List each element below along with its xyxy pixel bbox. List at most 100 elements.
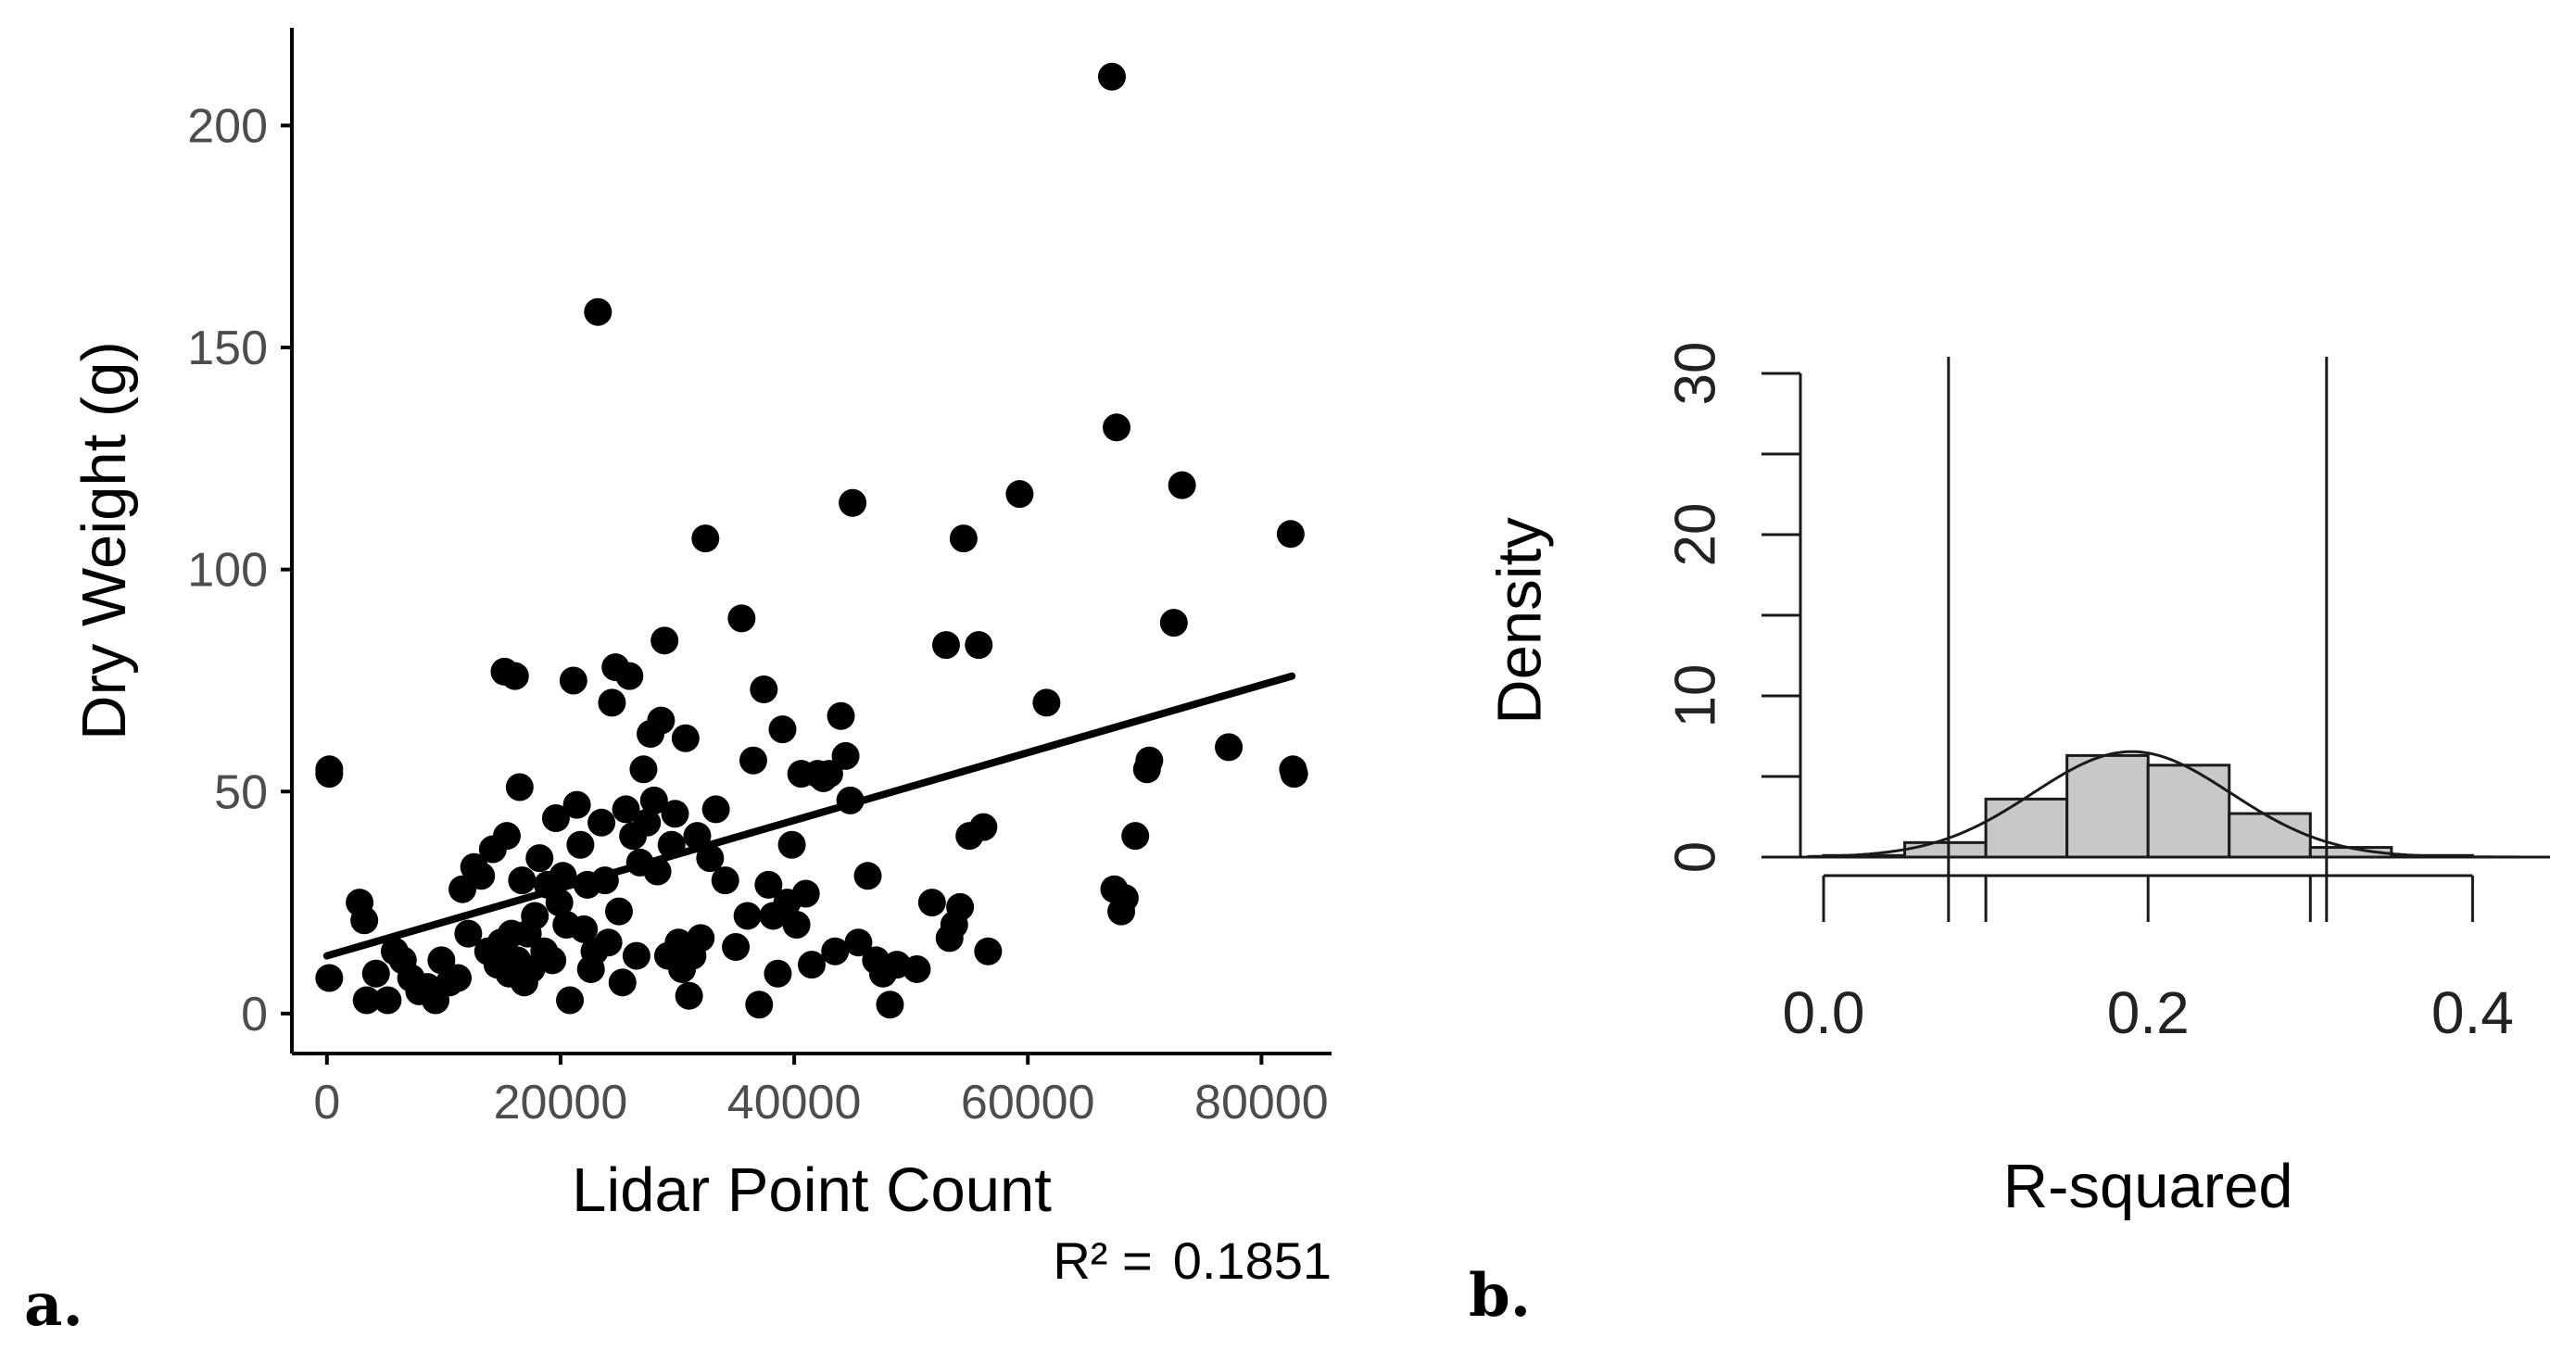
- scatter-point: [562, 790, 591, 819]
- scatter-point: [604, 897, 633, 926]
- scatter-point: [876, 991, 904, 1019]
- scatter-point: [454, 919, 483, 948]
- scatter-point: [750, 675, 778, 704]
- scatter-point: [570, 915, 599, 943]
- scatter-point: [739, 746, 767, 775]
- x-tick-label: 0.2: [2107, 979, 2190, 1046]
- scatter-point: [545, 889, 574, 917]
- histogram-bar: [2228, 812, 2312, 859]
- scatter-point: [727, 604, 756, 633]
- scatter-point: [1103, 413, 1131, 442]
- scatter-point: [974, 937, 1003, 965]
- scatter-point: [839, 488, 867, 517]
- x-axis-ticks: 0.0 0.2 0.4: [1783, 876, 2514, 1046]
- scatter-point: [587, 808, 616, 837]
- scatter-point: [722, 932, 751, 961]
- scatter-point: [352, 986, 381, 1015]
- scatter-point: [594, 928, 623, 957]
- scatter-point: [675, 981, 703, 1010]
- x-tick-label: 0.4: [2431, 979, 2514, 1046]
- scatter-point: [1168, 471, 1196, 499]
- scatter-point: [821, 937, 850, 965]
- scatter-point: [633, 808, 662, 837]
- panel-label-b: b.: [1469, 1261, 1531, 1331]
- x-tick-label: 60000: [961, 1076, 1095, 1130]
- scatter-point: [754, 870, 783, 899]
- scatter-point: [969, 813, 998, 841]
- histogram-bars: [1822, 753, 2474, 859]
- r-squared-annotation: R² = 0.1851: [1053, 1231, 1332, 1290]
- scatter-point: [965, 631, 993, 660]
- scatter-point: [661, 800, 689, 828]
- scatter-point: [615, 662, 644, 690]
- scatter-point: [1110, 884, 1139, 913]
- scatter-point: [1121, 822, 1150, 851]
- x-axis-label: R-squared: [2003, 1152, 2293, 1221]
- scatter-point: [696, 844, 725, 873]
- scatter-point: [1159, 609, 1188, 637]
- scatter-point: [1032, 688, 1061, 717]
- scatter-point: [505, 773, 534, 801]
- y-tick-label: 150: [187, 322, 268, 375]
- y-axis-label: Density: [1485, 517, 1555, 725]
- histogram-bar: [2146, 764, 2231, 859]
- scatter-point: [844, 928, 873, 957]
- scatter-point: [538, 946, 567, 975]
- scatter-point: [647, 706, 676, 735]
- y-tick-label: 0: [241, 988, 268, 1041]
- scatter-point: [584, 297, 612, 326]
- histogram-bar: [1984, 797, 2069, 859]
- y-tick-label: 0: [1664, 841, 1728, 873]
- scatter-point: [500, 662, 529, 690]
- scatter-point: [361, 959, 390, 988]
- scatter-point: [315, 760, 344, 789]
- y-tick-label: 100: [187, 544, 268, 598]
- scatter-point: [1215, 733, 1244, 762]
- panel-label-a: a.: [24, 1270, 83, 1340]
- scatter-point: [687, 924, 715, 953]
- scatter-point: [1097, 62, 1126, 91]
- scatter-point: [745, 991, 774, 1019]
- scatter-point: [764, 959, 792, 988]
- panel-b-histogram: 0 10 20 30 0.0 0.2 0.4 R-squared Density b.: [1469, 342, 2550, 1331]
- y-axis-ticks: 0 50 100 150 200: [187, 99, 292, 1041]
- scatter-point: [949, 524, 978, 553]
- scatter-point: [525, 844, 554, 873]
- scatter-point: [556, 986, 585, 1015]
- scatter-point: [566, 830, 595, 859]
- scatter-point: [521, 902, 549, 930]
- y-tick-label: 10: [1664, 664, 1728, 728]
- scatter-point: [701, 795, 730, 824]
- x-axis-label: Lidar Point Count: [572, 1155, 1052, 1225]
- scatter-point: [541, 804, 570, 833]
- scatter-point: [598, 688, 626, 717]
- scatter-point: [467, 862, 496, 890]
- x-tick-label: 0.0: [1783, 979, 1865, 1046]
- y-tick-label: 20: [1664, 503, 1728, 567]
- x-tick-label: 80000: [1194, 1076, 1329, 1130]
- x-tick-label: 20000: [494, 1076, 628, 1130]
- histogram-bar: [2065, 753, 2150, 859]
- y-tick-label: 50: [214, 765, 268, 819]
- scatter-point: [711, 866, 739, 895]
- scatter-points: [315, 62, 1308, 1019]
- x-tick-label: 40000: [727, 1076, 862, 1130]
- histogram-bar: [1903, 840, 1988, 859]
- scatter-point: [931, 631, 960, 660]
- scatter-point: [508, 866, 537, 895]
- scatter-point: [827, 701, 855, 730]
- scatter-point: [492, 822, 521, 851]
- scatter-point: [1135, 746, 1164, 775]
- scatter-point: [373, 986, 402, 1015]
- scatter-point: [650, 626, 679, 655]
- y-axis-label: Dry Weight (g): [69, 341, 139, 740]
- scatter-point: [903, 954, 931, 983]
- scatter-point: [639, 786, 668, 814]
- scatter-point: [831, 741, 860, 770]
- scatter-point: [612, 795, 640, 824]
- scatter-point: [1005, 480, 1034, 509]
- scatter-point: [444, 964, 473, 992]
- scatter-point: [791, 879, 820, 908]
- scatter-point: [733, 902, 762, 930]
